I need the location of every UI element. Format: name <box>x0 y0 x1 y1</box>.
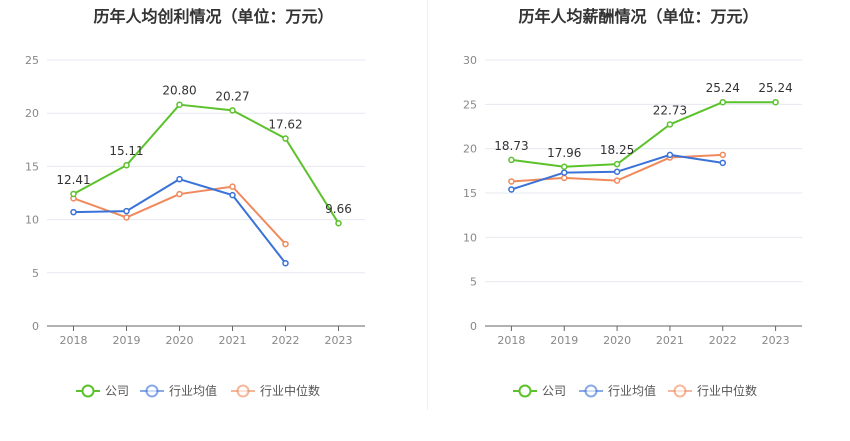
legend-marker <box>236 384 250 398</box>
data-point[interactable] <box>719 98 726 106</box>
data-label: 25.24 <box>706 81 740 95</box>
data-point[interactable] <box>123 207 130 215</box>
data-point[interactable] <box>70 190 77 198</box>
y-tick-label: 25 <box>463 98 477 111</box>
x-tick-label: 2021 <box>656 334 684 347</box>
data-point[interactable] <box>70 208 77 216</box>
legend-label: 公司 <box>542 384 566 398</box>
legend-marker <box>584 384 598 398</box>
data-label: 12.41 <box>56 173 90 187</box>
data-point[interactable] <box>229 191 236 199</box>
data-point[interactable] <box>613 168 621 175</box>
series-line <box>73 103 340 224</box>
y-tick-label: 0 <box>32 320 39 333</box>
y-tick-label: 20 <box>463 143 477 156</box>
data-point[interactable] <box>335 219 342 227</box>
legend-item[interactable]: 行业中位数 <box>668 383 757 398</box>
data-label: 20.80 <box>162 84 196 98</box>
legend-label: 行业均值 <box>608 383 656 398</box>
y-tick-label: 5 <box>470 276 477 289</box>
x-tick-label: 2019 <box>550 334 578 347</box>
data-point[interactable] <box>561 163 568 171</box>
panel-divider <box>427 0 428 410</box>
legend-label: 行业均值 <box>169 383 217 398</box>
legend-item[interactable]: 行业均值 <box>579 383 656 398</box>
data-point[interactable] <box>719 159 726 167</box>
data-point[interactable] <box>613 160 621 168</box>
x-tick-label: 2022 <box>272 334 300 347</box>
data-point[interactable] <box>508 178 515 185</box>
data-point[interactable] <box>282 240 289 248</box>
salary-chart: 0 5 10 15 20 25 30 2018 2019 2020 2021 2022 2023 18.7… <box>463 54 802 398</box>
x-tick-label: 2022 <box>709 334 737 347</box>
x-tick-label: 2023 <box>762 334 790 347</box>
data-label: 18.25 <box>600 143 634 157</box>
legend-item[interactable]: 公司 <box>513 384 566 398</box>
data-point[interactable] <box>229 107 236 114</box>
data-label: 20.27 <box>215 89 249 103</box>
data-point[interactable] <box>123 214 130 221</box>
x-tick-label: 2021 <box>219 334 247 347</box>
data-point[interactable] <box>613 177 621 184</box>
data-label: 15.11 <box>109 144 143 158</box>
legend-marker <box>145 384 159 398</box>
x-tick-label: 2018 <box>497 334 525 347</box>
legend-item[interactable]: 行业中位数 <box>231 383 320 398</box>
y-tick-label: 0 <box>470 320 477 333</box>
legend-label: 行业中位数 <box>697 383 757 398</box>
data-point[interactable] <box>229 183 236 190</box>
legend-label: 公司 <box>105 384 129 398</box>
data-point[interactable] <box>508 186 515 193</box>
y-tick-label: 15 <box>25 160 39 173</box>
legend-marker <box>673 384 687 398</box>
profit-chart-panel: 历年人均创利情况（单位：万元） 0 5 10 15 20 25 2018 2019 2020 20… <box>0 0 427 437</box>
x-tick-label: 2020 <box>603 334 631 347</box>
data-label: 17.96 <box>547 146 581 160</box>
data-point[interactable] <box>561 174 568 182</box>
legend-marker <box>81 384 95 398</box>
data-point[interactable] <box>666 151 674 159</box>
data-point[interactable] <box>282 259 289 267</box>
data-point[interactable] <box>719 151 726 159</box>
legend-item[interactable]: 公司 <box>76 384 129 398</box>
y-tick-label: 10 <box>463 231 477 244</box>
data-point[interactable] <box>123 161 130 169</box>
y-tick-label: 20 <box>25 107 39 120</box>
x-tick-label: 2018 <box>60 334 88 347</box>
y-tick-label: 25 <box>25 54 39 67</box>
salary-chart-title: 历年人均薪酬情况（单位：万元） <box>518 7 759 26</box>
profit-chart-title: 历年人均创利情况（单位：万元） <box>93 7 334 26</box>
x-tick-label: 2023 <box>325 334 353 347</box>
data-point[interactable] <box>508 156 515 164</box>
data-label: 22.73 <box>653 103 687 117</box>
data-label: 25.24 <box>758 81 792 95</box>
y-tick-label: 15 <box>463 187 477 200</box>
data-label: 17.62 <box>268 118 302 132</box>
y-tick-label: 5 <box>32 267 39 280</box>
data-label: 9.66 <box>325 202 352 216</box>
salary-chart-panel: 历年人均薪酬情况（单位：万元） 0 5 10 15 20 25 30 2018 2019 2020… <box>427 0 850 437</box>
x-tick-label: 2020 <box>166 334 194 347</box>
data-point[interactable] <box>176 190 183 198</box>
data-point[interactable] <box>772 98 779 106</box>
data-point[interactable] <box>176 101 183 108</box>
data-label: 18.73 <box>494 139 528 153</box>
data-point[interactable] <box>666 121 674 128</box>
legend-marker <box>518 384 532 398</box>
x-tick-label: 2019 <box>113 334 141 347</box>
data-point[interactable] <box>561 169 568 176</box>
legend-item[interactable]: 行业均值 <box>140 383 217 398</box>
data-point[interactable] <box>282 135 289 142</box>
data-point[interactable] <box>176 175 183 183</box>
profit-chart: 0 5 10 15 20 25 2018 2019 2020 2021 2022 2023 12.41 1… <box>25 54 365 398</box>
legend-label: 行业中位数 <box>260 383 320 398</box>
series-line <box>511 101 776 168</box>
y-tick-label: 30 <box>463 54 477 67</box>
y-tick-label: 10 <box>25 214 39 227</box>
